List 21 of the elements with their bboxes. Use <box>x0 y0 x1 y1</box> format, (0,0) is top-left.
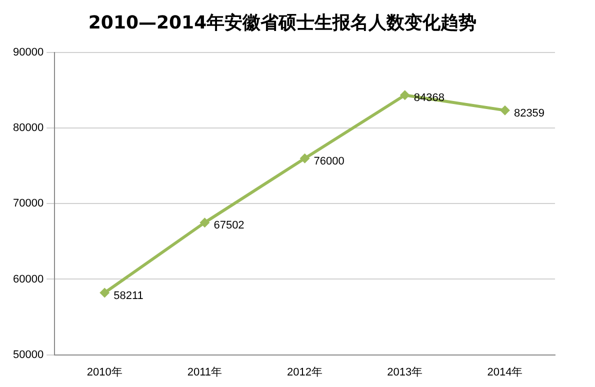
y-tick-label: 70000 <box>12 198 44 210</box>
data-label: 82359 <box>514 107 545 120</box>
x-tick-label: 2011年 <box>187 366 222 378</box>
y-tick-label: 50000 <box>12 348 44 361</box>
y-tick-label: 90000 <box>12 46 44 59</box>
point <box>500 105 510 116</box>
x-tick-label: 2013年 <box>387 366 423 378</box>
data-label: 58211 <box>114 290 144 302</box>
y-tick-label: 60000 <box>12 273 44 286</box>
chart-title: 2010—2014年安徽省硕士生报名人数变化趋势 <box>88 12 477 34</box>
point <box>100 288 110 298</box>
data-label: 84368 <box>414 92 444 104</box>
point <box>300 153 310 164</box>
x-tick-label: 2010年 <box>86 366 122 378</box>
x-tick-label: 2014年 <box>487 366 523 378</box>
data-label: 76000 <box>314 155 344 168</box>
x-tick-label: 2012年 <box>287 366 323 378</box>
data-label: 67502 <box>214 220 244 232</box>
point <box>200 218 210 228</box>
y-tick-label: 80000 <box>12 122 44 134</box>
point <box>400 90 410 100</box>
